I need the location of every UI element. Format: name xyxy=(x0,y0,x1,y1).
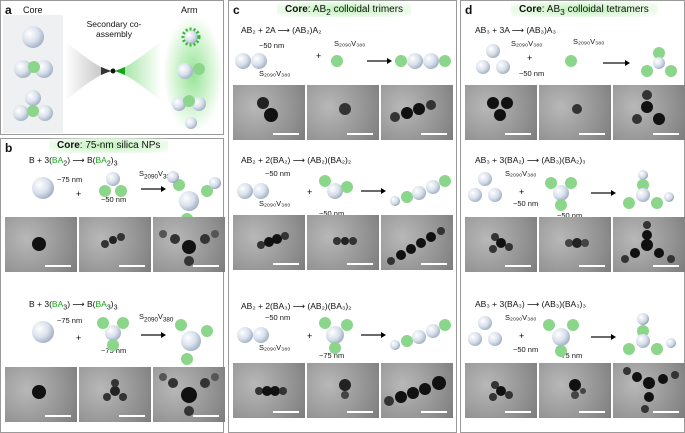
panel-d-row3-ann-2: ~50 nm xyxy=(513,345,539,354)
panel-b-row1-ann-core-size: ~75 nm xyxy=(57,175,83,184)
panel-c-row2-tem-3 xyxy=(381,215,453,270)
panel-a-arm-label: Arm xyxy=(181,5,198,15)
panel-c-row3-schematic: + xyxy=(237,317,451,354)
panel-d-row3-tem-1 xyxy=(465,363,537,418)
svg-text:+: + xyxy=(76,189,81,199)
panel-c-row1-ann-1: ~50 nm xyxy=(259,41,285,50)
panel-c-row1-equation: AB₂ + 2A ⟶ (AB₂)A₂ xyxy=(241,25,322,35)
svg-text:+: + xyxy=(519,331,524,341)
panel-d-row1-tem-2 xyxy=(539,85,611,140)
panel-c-row3-ann-3: ~75 nm xyxy=(319,351,345,360)
panel-d-row1-equation: AB₃ + 3A ⟶ (AB₃)A₃ xyxy=(475,25,556,35)
panel-d-row2-tem-2 xyxy=(539,217,611,272)
panel-b-row2-ann-polymer: S2090V380 xyxy=(139,312,174,324)
core-sphere-2 xyxy=(14,60,32,78)
panel-a-label: a xyxy=(5,3,12,17)
panel-c-row3-tem-2 xyxy=(307,363,379,418)
panel-c-row2-schematic: + xyxy=(237,175,451,206)
panel-c-row2-ann-2: S₂₀₉₀V₃₈₀ xyxy=(259,199,291,208)
panel-a-core-label: Core xyxy=(23,5,43,15)
svg-text:+: + xyxy=(307,187,312,197)
panel-b-row1-tem-3 xyxy=(153,217,225,272)
panel-a: a Core Arm Secondary co-assembly xyxy=(0,0,224,135)
panel-c-row2-equation: AB₂ + 2(BA₂) ⟶ (AB₂)(BA₂)₂ xyxy=(241,155,352,165)
panel-d-label: d xyxy=(465,3,473,17)
panel-b-row2-tem-1 xyxy=(5,367,77,422)
panel-c-row3-tem-1 xyxy=(233,363,305,418)
panel-c-row1-tem-1 xyxy=(233,85,305,140)
panel-d-row3-tem-2 xyxy=(539,363,611,418)
svg-text:+: + xyxy=(76,333,81,343)
panel-b-row2-tem-2 xyxy=(79,367,151,422)
core-sphere-3 xyxy=(35,60,53,78)
panel-d-row1-schematic: + xyxy=(476,44,677,77)
panel-d-row1-tem-1 xyxy=(465,85,537,140)
panel-b-row2-tem-3 xyxy=(153,367,225,422)
panel-c-row3-tem-3 xyxy=(381,363,453,418)
panel-c-row2-tem-2 xyxy=(307,215,379,270)
panel-c-row2-tem-1 xyxy=(233,215,305,270)
panel-a-center-text: Secondary co-assembly xyxy=(86,19,142,39)
panel-d-row2-tem-1 xyxy=(465,217,537,272)
panel-a-illustration xyxy=(3,15,223,133)
panel-b-label: b xyxy=(5,141,13,155)
panel-b-title: Core: 75-nm silica NPs xyxy=(49,138,169,153)
panel-d-row2-ann-3: ~50 nm xyxy=(557,211,583,220)
panel-b-row1-tem-1 xyxy=(5,217,77,272)
panel-d-row2-tem-3 xyxy=(613,217,685,272)
panel-d-row2-ann-2: ~50 nm xyxy=(513,199,539,208)
panel-c-row3-ann-2: S₂₀₉₀V₃₈₀ xyxy=(259,343,291,352)
panel-b-row2-schematic: + xyxy=(32,317,213,365)
panel-d-row2-schematic: + xyxy=(468,170,674,211)
panel-d-row3-tem-3 xyxy=(613,363,685,418)
panel-c-row1-tem-2 xyxy=(307,85,379,140)
panel-c-row2-ann-1: ~50 nm xyxy=(265,169,291,178)
panel-c-row1-schematic: + xyxy=(235,51,451,69)
panel-b-row1-equation: B + 3(BA2) ⟶ B(BA2)3 xyxy=(29,155,118,168)
panel-c: c Core: AB2 colloidal trimers AB₂ + 2A ⟶… xyxy=(228,0,457,433)
panel-d-row3-ann-3: ~75 nm xyxy=(557,351,583,360)
panel-b-row1-tem-2 xyxy=(79,217,151,272)
panel-d-row1-ann-3: S₂₀₉₀V₃₈₀ xyxy=(573,37,605,46)
panel-c-label: c xyxy=(233,3,240,17)
svg-text:+: + xyxy=(316,51,321,61)
panel-d-row3-schematic: + xyxy=(468,313,676,357)
core-sphere-1 xyxy=(22,26,44,48)
panel-c-row1-ann-3: S₂₀₉₀V₃₈₀ xyxy=(334,39,366,48)
panel-c-row3-equation: AB₂ + 2(BA₃) ⟶ (AB₂)(BA₃)₂ xyxy=(241,301,352,311)
panel-d-row2-equation: AB₃ + 3(BA₂) ⟶ (AB₃)(BA₂)₃ xyxy=(475,155,586,165)
svg-text:+: + xyxy=(519,187,524,197)
panel-b-row1-ann-arm-size: ~50 nm xyxy=(101,195,127,204)
panel-d-row3-equation: AB₃ + 3(BA₃) ⟶ (AB₃)(BA₃)₃ xyxy=(475,299,586,309)
panel-c-row1-ann-2: S₂₀₉₀V₃₈₀ xyxy=(259,69,291,78)
panel-b-row2-ann-core-size: ~75 nm xyxy=(57,316,83,325)
svg-text:+: + xyxy=(527,53,532,63)
svg-text:+: + xyxy=(307,331,312,341)
panel-d-row1-ann-1: S₂₀₉₀V₃₈₀ xyxy=(511,39,543,48)
panel-d-title: Core: AB3 colloidal tetramers xyxy=(511,2,657,17)
panel-b-row2-equation: B + 3(BA3) ⟶ B(BA3)3 xyxy=(29,299,118,312)
panel-d-row1-ann-2: ~50 nm xyxy=(519,69,545,78)
panel-d-row2-ann-1: S₂₀₉₀V₃₈₀ xyxy=(505,169,537,178)
core-sphere-4 xyxy=(25,90,41,106)
panel-d-row1-tem-3 xyxy=(613,85,685,140)
panel-c-title: Core: AB2 colloidal trimers xyxy=(277,2,412,17)
panel-c-row1-tem-3 xyxy=(381,85,453,140)
panel-d: d Core: AB3 colloidal tetramers AB₃ + 3A… xyxy=(460,0,685,433)
panel-d-row3-ann-1: S₂₀₉₀V₃₈₀ xyxy=(505,313,537,322)
panel-c-row3-ann-1: ~50 nm xyxy=(265,313,291,322)
panel-c-row2-ann-3: ~50 nm xyxy=(319,209,345,218)
panel-b: b Core: 75-nm silica NPs B + 3(BA2) ⟶ B(… xyxy=(0,138,225,433)
